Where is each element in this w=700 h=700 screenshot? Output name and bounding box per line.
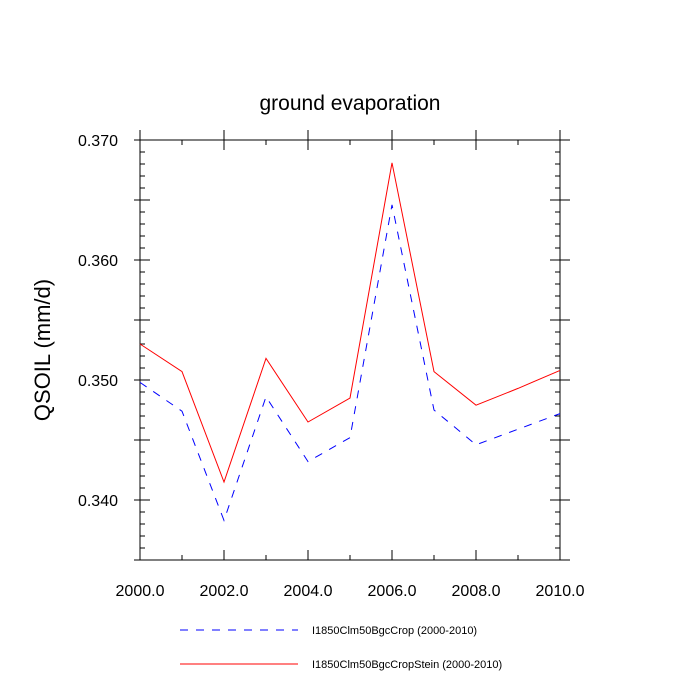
y-tick-label: 0.370 [78,133,118,150]
chart-title: ground evaporation [260,92,441,115]
y-axis-label: QSOIL (mm/d) [30,279,55,421]
x-tick-label: 2010.0 [536,583,585,600]
legend-label-1: I1850Clm50BgcCrop (2000-2010) [312,625,477,637]
plot-frame [139,139,561,561]
y-tick-label: 0.340 [78,493,118,510]
y-tick-label: 0.350 [78,373,118,390]
series-line-1 [139,204,561,522]
series-line-2 [139,162,561,484]
x-tick-label: 2006.0 [368,583,417,600]
x-tick-label: 2004.0 [284,583,333,600]
x-tick-label: 2002.0 [200,583,249,600]
legend: I1850Clm50BgcCrop (2000-2010) I1850Clm50B… [180,625,502,671]
legend-label-2: I1850Clm50BgcCropStein (2000-2010) [312,659,502,671]
y-tick-label: 0.360 [78,253,118,270]
x-tick-label: 2000.0 [116,583,165,600]
plot-area: 2000.0 2002.0 2004.0 2006.0 2008.0 2010.0 0.34… [78,130,585,600]
x-tick-label: 2008.0 [452,583,501,600]
